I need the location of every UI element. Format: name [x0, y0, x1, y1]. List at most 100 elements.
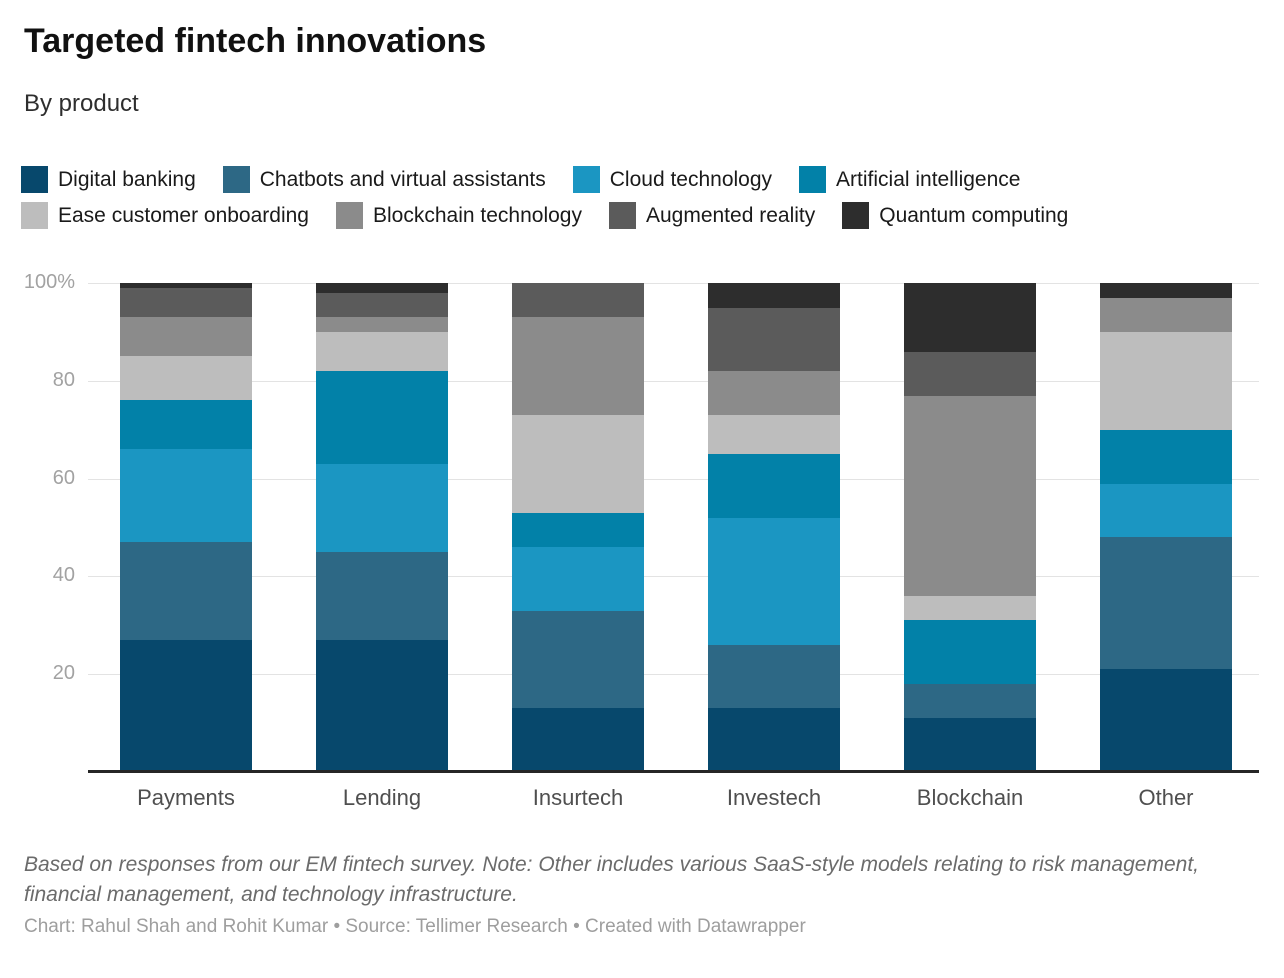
- legend-swatch-icon: [21, 202, 48, 229]
- segment-blockchain-technology: [120, 317, 252, 357]
- legend: Digital banking Chatbots and virtual assi…: [21, 166, 1266, 229]
- segment-chatbots-and-virtual-assistants: [1100, 537, 1232, 670]
- bar-stack: [708, 283, 840, 772]
- bar-stack: [1100, 283, 1232, 772]
- segment-chatbots-and-virtual-assistants: [512, 610, 644, 709]
- segment-quantum-computing: [1100, 283, 1232, 298]
- gridline-40: [88, 576, 1259, 578]
- bar-column-payments: Payments: [120, 283, 252, 810]
- segment-augmented-reality: [120, 287, 252, 318]
- segment-augmented-reality: [904, 351, 1036, 396]
- segment-quantum-computing: [316, 283, 448, 293]
- y-axis-tick-40: 40: [52, 564, 75, 587]
- gridline-60: [88, 478, 1259, 480]
- segment-digital-banking: [120, 639, 252, 772]
- segment-cloud-technology: [316, 463, 448, 552]
- segment-chatbots-and-virtual-assistants: [316, 551, 448, 640]
- segment-chatbots-and-virtual-assistants: [708, 644, 840, 709]
- segment-ease-customer-onboarding: [904, 596, 1036, 621]
- bar-column-lending: Lending: [316, 283, 448, 810]
- legend-label: Augmented reality: [645, 203, 816, 227]
- legend-item-cloud-technology: Cloud technology: [572, 166, 773, 193]
- segment-artificial-intelligence: [904, 620, 1036, 684]
- footnote: Based on responses from our EM fintech s…: [24, 853, 1199, 906]
- legend-swatch-icon: [336, 202, 363, 229]
- legend-swatch-icon: [572, 166, 600, 193]
- legend-label: Quantum computing: [879, 203, 1069, 227]
- segment-chatbots-and-virtual-assistants: [904, 684, 1036, 719]
- y-axis-tick-100: 100%: [23, 271, 75, 294]
- segment-digital-banking: [512, 708, 644, 772]
- bar-stack: [904, 283, 1036, 772]
- segment-blockchain-technology: [316, 317, 448, 332]
- segment-quantum-computing: [708, 283, 840, 308]
- x-axis-label-investech: Investech: [726, 785, 822, 810]
- segment-digital-banking: [316, 639, 448, 772]
- legend-label: Chatbots and virtual assistants: [259, 167, 546, 191]
- segment-digital-banking: [904, 718, 1036, 772]
- segment-artificial-intelligence: [1100, 429, 1232, 484]
- segment-digital-banking: [1100, 669, 1232, 772]
- legend-label: Ease customer onboarding: [58, 203, 309, 227]
- bar-column-blockchain: Blockchain: [904, 283, 1036, 810]
- plot-area: 100% 80 60 40 20 Payments Lending Insurtech Inve…: [24, 271, 1259, 810]
- gridline-20: [88, 674, 1259, 676]
- y-axis-tick-20: 20: [52, 662, 75, 685]
- bars-group: Payments Lending Insurtech Investech Blockch…: [120, 283, 1232, 810]
- segment-cloud-technology: [1100, 483, 1232, 538]
- legend-item-ease-customer-onboarding: Ease customer onboarding: [21, 202, 309, 229]
- legend-label: Digital banking: [58, 167, 196, 191]
- chart-title: Targeted fintech innovations: [24, 22, 487, 60]
- segment-augmented-reality: [708, 307, 840, 372]
- legend-swatch-icon: [222, 166, 250, 193]
- legend-row: Ease customer onboarding Blockchain techn…: [21, 202, 1266, 229]
- legend-item-blockchain-technology: Blockchain technology: [336, 202, 582, 229]
- legend-swatch-icon: [842, 202, 870, 229]
- bar-stack: [512, 283, 644, 772]
- legend-swatch-icon: [21, 166, 48, 193]
- x-axis-line: [88, 770, 1259, 773]
- chart-subtitle: By product: [24, 90, 139, 117]
- bar-column-insurtech: Insurtech: [512, 283, 644, 810]
- x-axis-label-payments: Payments: [137, 785, 235, 810]
- segment-ease-customer-onboarding: [708, 415, 840, 455]
- x-axis-label-other: Other: [1138, 785, 1194, 810]
- x-axis-label-lending: Lending: [342, 785, 422, 810]
- segment-artificial-intelligence: [316, 371, 448, 464]
- segment-digital-banking: [708, 708, 840, 772]
- segment-ease-customer-onboarding: [316, 331, 448, 372]
- legend-item-augmented-reality: Augmented reality: [608, 202, 816, 229]
- segment-cloud-technology: [120, 449, 252, 543]
- legend-label: Blockchain technology: [373, 203, 582, 227]
- legend-label: Cloud technology: [609, 167, 773, 191]
- bar-column-other: Other: [1100, 283, 1232, 810]
- segment-artificial-intelligence: [120, 400, 252, 450]
- segment-augmented-reality: [512, 283, 644, 318]
- segment-ease-customer-onboarding: [1100, 331, 1232, 430]
- y-axis-tick-80: 80: [52, 368, 75, 391]
- legend-label: Artificial intelligence: [836, 167, 1021, 191]
- legend-swatch-icon: [799, 166, 827, 193]
- legend-item-digital-banking: Digital banking: [21, 166, 196, 193]
- segment-blockchain-technology: [904, 395, 1036, 596]
- segment-blockchain-technology: [512, 317, 644, 416]
- bar-stack: [316, 283, 448, 772]
- y-axis-tick-60: 60: [52, 466, 75, 489]
- legend-row: Digital banking Chatbots and virtual assi…: [21, 166, 1266, 193]
- segment-quantum-computing: [120, 283, 252, 288]
- segment-augmented-reality: [316, 292, 448, 318]
- segment-artificial-intelligence: [708, 454, 840, 518]
- segment-cloud-technology: [708, 517, 840, 645]
- segment-blockchain-technology: [1100, 297, 1232, 332]
- legend-item-chatbots-and-virtual-assistants: Chatbots and virtual assistants: [222, 166, 546, 193]
- legend-item-artificial-intelligence: Artificial intelligence: [799, 166, 1020, 193]
- segment-artificial-intelligence: [512, 512, 644, 548]
- gridline-80: [88, 380, 1259, 382]
- x-axis-label-insurtech: Insurtech: [532, 785, 624, 810]
- legend-item-quantum-computing: Quantum computing: [842, 202, 1068, 229]
- segment-cloud-technology: [512, 547, 644, 611]
- x-axis-label-blockchain: Blockchain: [916, 785, 1024, 810]
- legend-swatch-icon: [608, 202, 636, 229]
- gridline-100: [88, 283, 1259, 284]
